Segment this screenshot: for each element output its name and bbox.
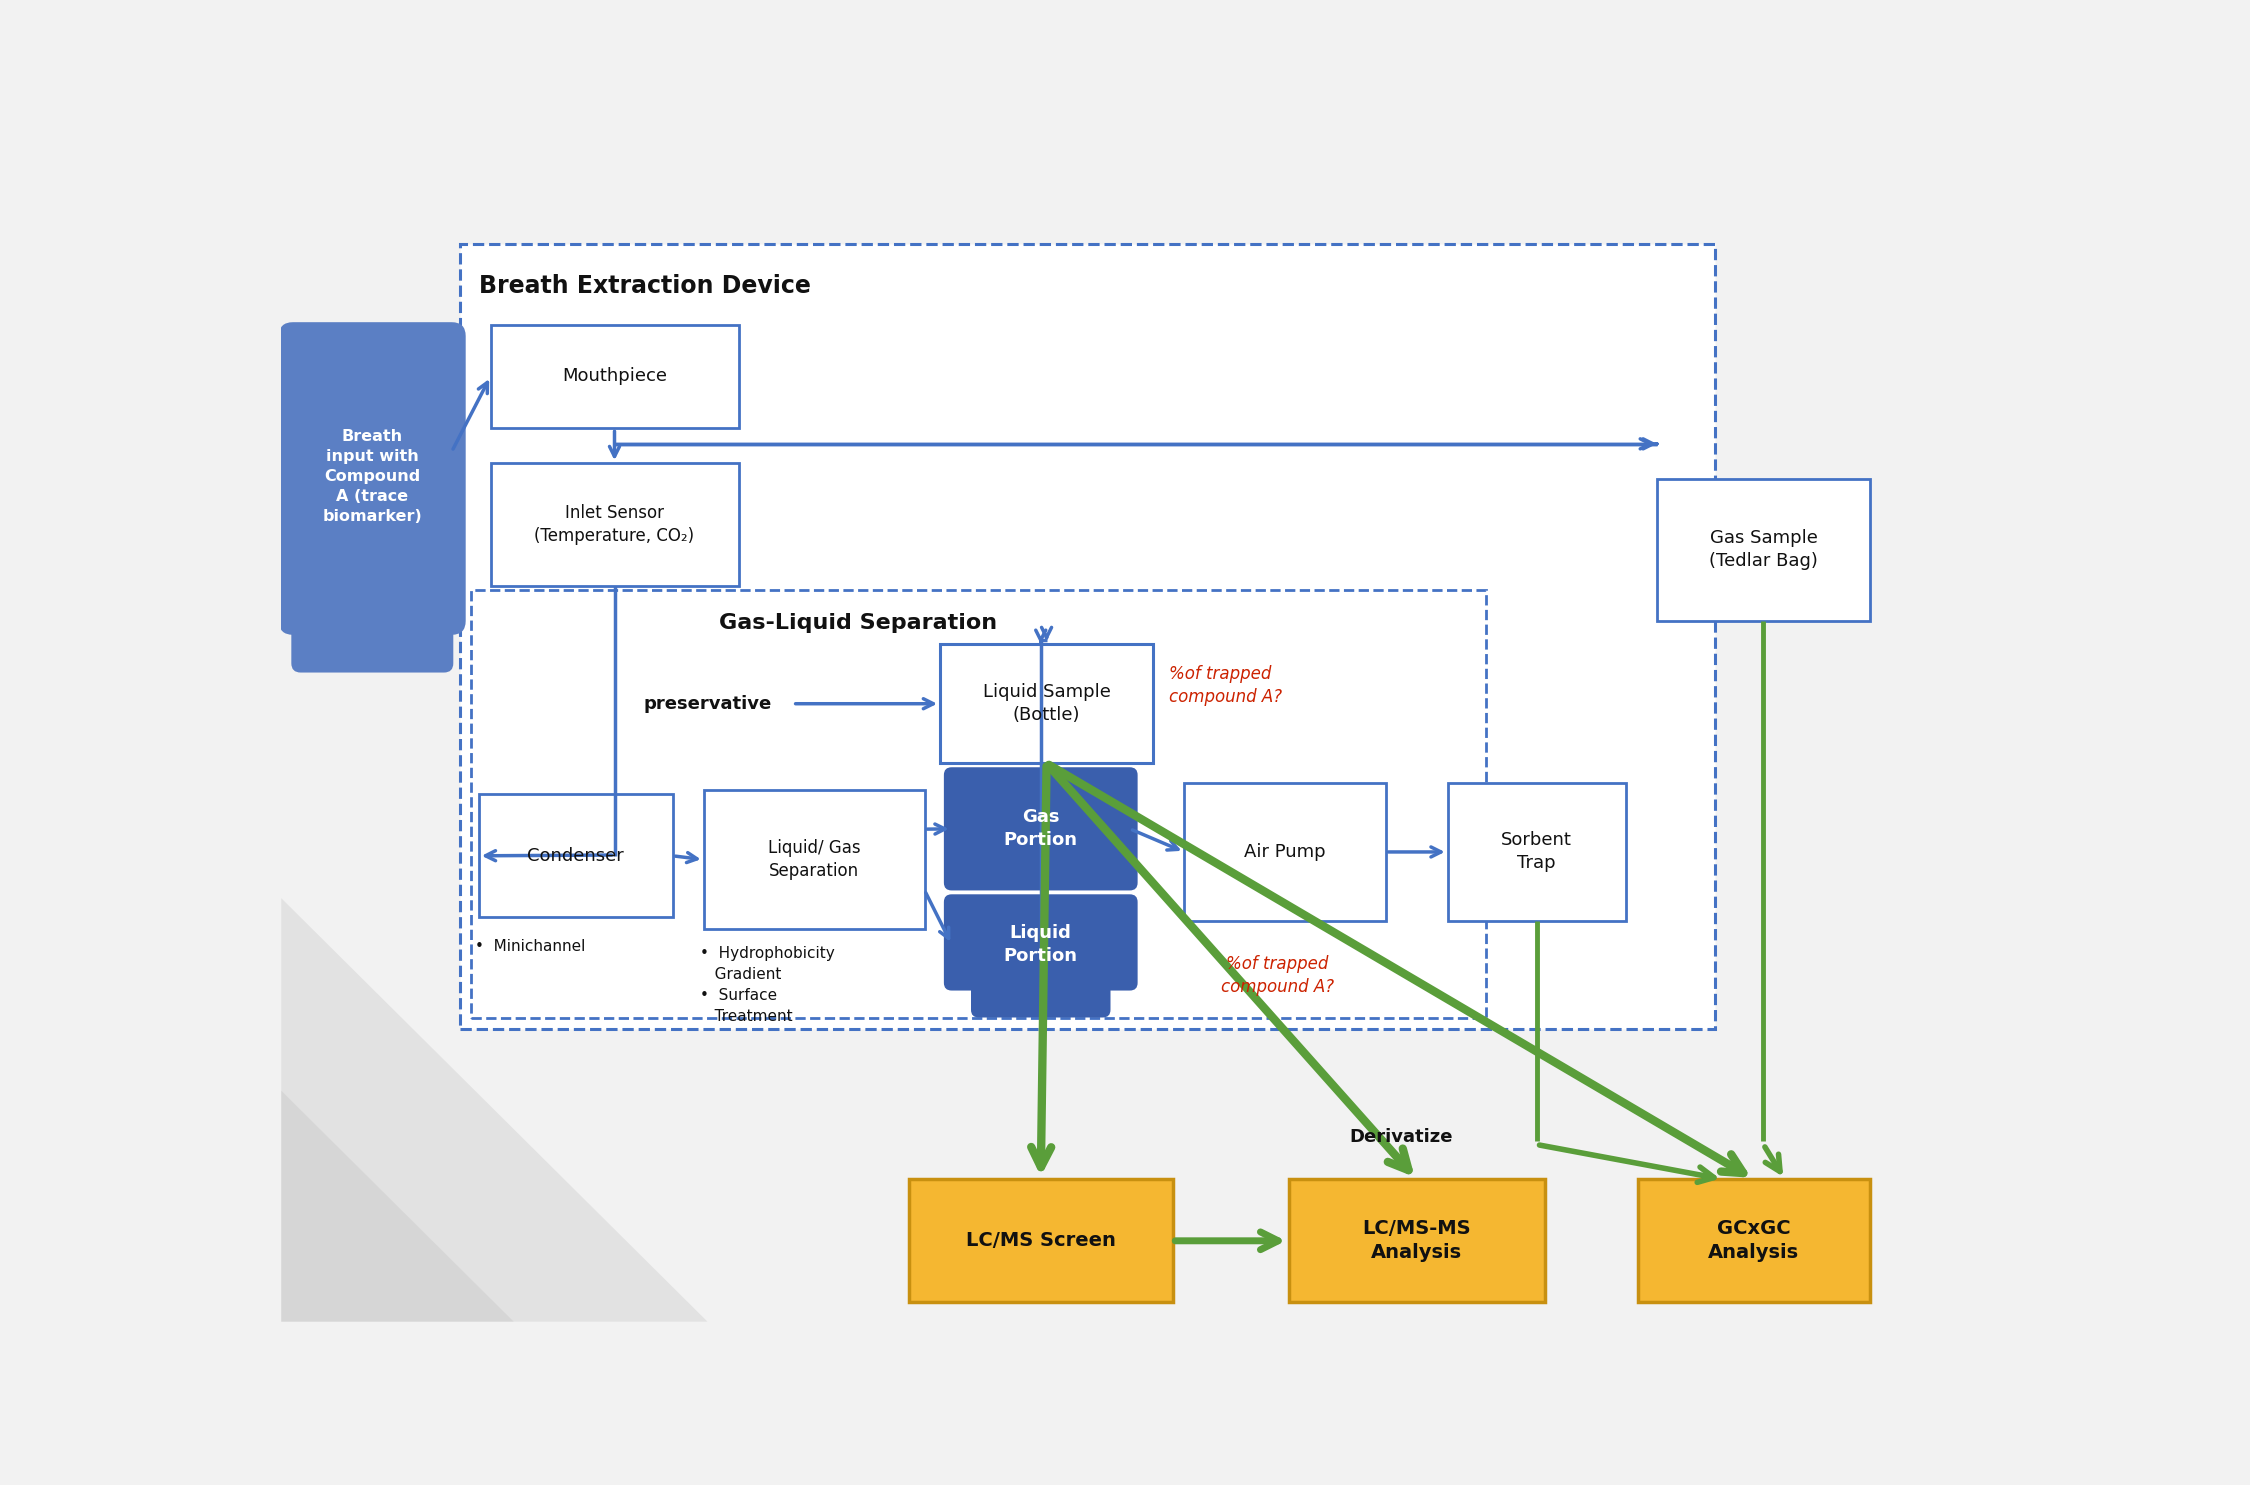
Text: Breath Extraction Device: Breath Extraction Device <box>479 275 810 298</box>
Text: LC/MS Screen: LC/MS Screen <box>965 1231 1116 1250</box>
Text: Inlet Sensor
(Temperature, CO₂): Inlet Sensor (Temperature, CO₂) <box>536 505 695 545</box>
Bar <box>1656 478 1870 621</box>
Bar <box>1638 1179 1870 1302</box>
Bar <box>704 790 925 930</box>
Text: Breath
input with
Compound
A (trace
biomarker): Breath input with Compound A (trace biom… <box>322 429 423 524</box>
Text: Derivatize: Derivatize <box>1350 1127 1454 1146</box>
Polygon shape <box>281 1090 513 1322</box>
Bar <box>1447 783 1627 921</box>
Text: Gas
Portion: Gas Portion <box>1004 808 1078 849</box>
Bar <box>1289 1179 1544 1302</box>
Bar <box>1184 783 1386 921</box>
Bar <box>909 1179 1172 1302</box>
Text: preservative: preservative <box>644 695 772 713</box>
Text: •  Minichannel: • Minichannel <box>475 939 585 953</box>
Bar <box>490 463 738 587</box>
FancyBboxPatch shape <box>945 768 1138 891</box>
FancyBboxPatch shape <box>279 322 466 634</box>
Text: Liquid Sample
(Bottle): Liquid Sample (Bottle) <box>983 683 1112 725</box>
Polygon shape <box>281 898 706 1322</box>
Text: Gas-Liquid Separation: Gas-Liquid Separation <box>720 613 997 633</box>
Text: Mouthpiece: Mouthpiece <box>562 367 666 386</box>
Text: Air Pump: Air Pump <box>1244 843 1325 861</box>
Text: GCxGC
Analysis: GCxGC Analysis <box>1708 1219 1800 1262</box>
Text: Liquid/ Gas
Separation: Liquid/ Gas Separation <box>767 839 860 881</box>
Text: %of trapped
compound A?: %of trapped compound A? <box>1220 955 1334 995</box>
Text: Liquid
Portion: Liquid Portion <box>1004 924 1078 965</box>
Bar <box>470 590 1487 1017</box>
Text: •  Hydrophobicity
   Gradient
•  Surface
   Treatment: • Hydrophobicity Gradient • Surface Trea… <box>700 946 835 1023</box>
Text: Sorbent
Trap: Sorbent Trap <box>1501 832 1573 872</box>
Bar <box>459 244 1715 1029</box>
Text: %of trapped
compound A?: %of trapped compound A? <box>1168 665 1282 707</box>
Bar <box>940 644 1154 763</box>
FancyBboxPatch shape <box>945 894 1138 990</box>
Text: Condenser: Condenser <box>526 846 623 864</box>
Bar <box>479 794 673 918</box>
Text: LC/MS-MS
Analysis: LC/MS-MS Analysis <box>1361 1219 1472 1262</box>
FancyBboxPatch shape <box>972 967 1112 1017</box>
Text: Gas Sample
(Tedlar Bag): Gas Sample (Tedlar Bag) <box>1710 529 1818 570</box>
Bar <box>490 325 738 429</box>
FancyBboxPatch shape <box>290 597 452 673</box>
